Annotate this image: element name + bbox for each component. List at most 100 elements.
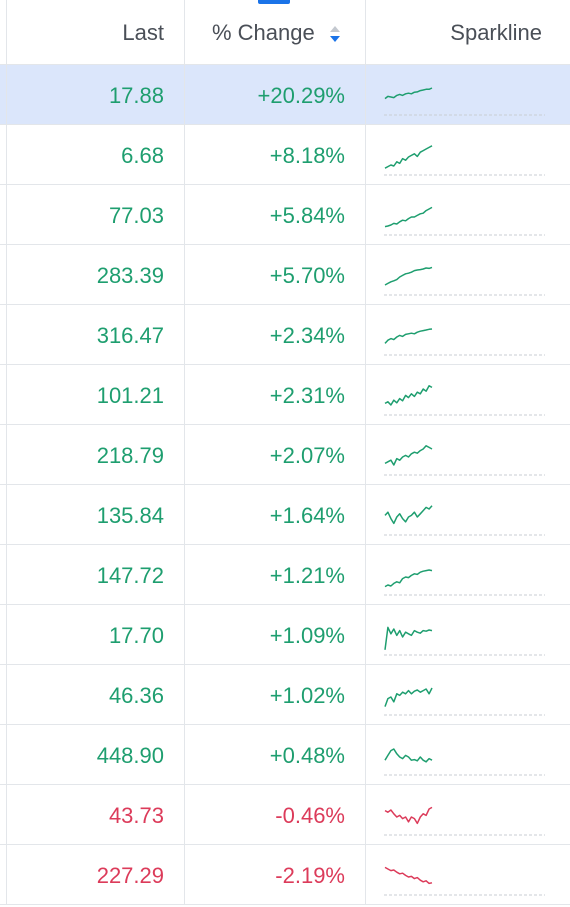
last-price: 135.84 [96, 503, 164, 528]
sparkline-series [384, 866, 433, 885]
column-divider [6, 305, 7, 364]
percent-change: +2.07% [269, 443, 345, 468]
column-divider [184, 425, 185, 484]
sparkline-chart [384, 328, 545, 356]
column-divider [365, 785, 366, 844]
last-price: 147.72 [96, 563, 164, 588]
percent-change: +1.21% [269, 563, 345, 588]
column-divider [6, 125, 7, 184]
column-header-last[interactable]: Last [122, 20, 164, 45]
last-price: 17.88 [108, 83, 164, 108]
column-divider [184, 125, 185, 184]
sparkline-chart [384, 87, 545, 116]
sparkline-series [384, 806, 433, 825]
sparkline-series [384, 206, 433, 228]
percent-change: +8.18% [269, 143, 345, 168]
table-row[interactable]: 227.29 -2.19% [0, 845, 570, 905]
sparkline-series [384, 87, 433, 100]
last-price: 43.73 [108, 803, 164, 828]
column-header-sparkline[interactable]: Sparkline [450, 20, 542, 45]
column-header-change[interactable]: % Change [212, 20, 315, 45]
column-divider [184, 545, 185, 604]
column-divider [184, 305, 185, 364]
table-row[interactable]: 448.90 +0.48% [0, 725, 570, 785]
percent-change: -2.19% [275, 863, 345, 888]
column-divider [365, 665, 366, 724]
table-body: 17.88 +20.29% 6.68 +8.18% 77.03 +5.84% 283.39 +… [0, 65, 570, 905]
table-row[interactable]: 6.68 +8.18% [0, 125, 570, 185]
column-divider [6, 0, 7, 64]
table-row[interactable]: 283.39 +5.70% [0, 245, 570, 305]
table-row[interactable]: 17.70 +1.09% [0, 605, 570, 665]
percent-change: +1.64% [269, 503, 345, 528]
column-divider [6, 665, 7, 724]
column-divider [184, 785, 185, 844]
column-divider [6, 605, 7, 664]
percent-change: +5.84% [269, 203, 345, 228]
percent-change: +1.02% [269, 683, 345, 708]
last-price: 17.70 [108, 623, 164, 648]
last-price: 46.36 [108, 683, 164, 708]
column-divider [365, 65, 366, 124]
column-divider [365, 845, 366, 904]
column-divider [365, 605, 366, 664]
column-divider [184, 485, 185, 544]
column-divider [6, 425, 7, 484]
sparkline-chart [384, 806, 545, 836]
sparkline-chart [384, 145, 545, 176]
sparkline-series [384, 145, 433, 169]
sort-descending-icon[interactable] [329, 24, 341, 44]
percent-change: +20.29% [257, 83, 345, 108]
column-divider [365, 305, 366, 364]
column-divider [184, 725, 185, 784]
column-divider [365, 185, 366, 244]
last-price: 218.79 [96, 443, 164, 468]
column-divider [6, 65, 7, 124]
sparkline-series [384, 626, 433, 650]
table-row[interactable]: 218.79 +2.07% [0, 425, 570, 485]
table-row[interactable]: 316.47 +2.34% [0, 305, 570, 365]
sparkline-series [384, 748, 433, 763]
column-divider [365, 725, 366, 784]
column-divider [184, 665, 185, 724]
sparkline-chart [384, 569, 545, 596]
column-divider [365, 125, 366, 184]
active-tab-indicator [258, 0, 290, 4]
sparkline-series [384, 687, 433, 707]
percent-change: +5.70% [269, 263, 345, 288]
column-divider [184, 605, 185, 664]
sparkline-chart [384, 748, 545, 776]
column-divider [184, 245, 185, 304]
last-price: 227.29 [96, 863, 164, 888]
last-price: 101.21 [96, 383, 164, 408]
last-price: 448.90 [96, 743, 164, 768]
sparkline-series [384, 266, 433, 286]
percent-change: -0.46% [275, 803, 345, 828]
table-row[interactable]: 43.73 -0.46% [0, 785, 570, 845]
sparkline-series [384, 505, 433, 525]
sparkline-chart [384, 687, 545, 716]
percent-change: +2.34% [269, 323, 345, 348]
sparkline-chart [384, 866, 545, 896]
sparkline-series [384, 445, 433, 466]
sparkline-chart [384, 266, 545, 296]
column-divider [6, 845, 7, 904]
table-row[interactable]: 147.72 +1.21% [0, 545, 570, 605]
column-divider [365, 545, 366, 604]
table-row[interactable]: 135.84 +1.64% [0, 485, 570, 545]
column-divider [365, 0, 366, 64]
table-row[interactable]: 46.36 +1.02% [0, 665, 570, 725]
percent-change: +1.09% [269, 623, 345, 648]
column-divider [6, 725, 7, 784]
table-row[interactable]: 17.88 +20.29% [0, 65, 570, 125]
column-divider [6, 785, 7, 844]
sparkline-series [384, 569, 433, 588]
column-divider [365, 485, 366, 544]
table-row[interactable]: 77.03 +5.84% [0, 185, 570, 245]
last-price: 316.47 [96, 323, 164, 348]
column-divider [184, 65, 185, 124]
table-row[interactable]: 101.21 +2.31% [0, 365, 570, 425]
sparkline-chart [384, 626, 545, 656]
column-divider [6, 485, 7, 544]
